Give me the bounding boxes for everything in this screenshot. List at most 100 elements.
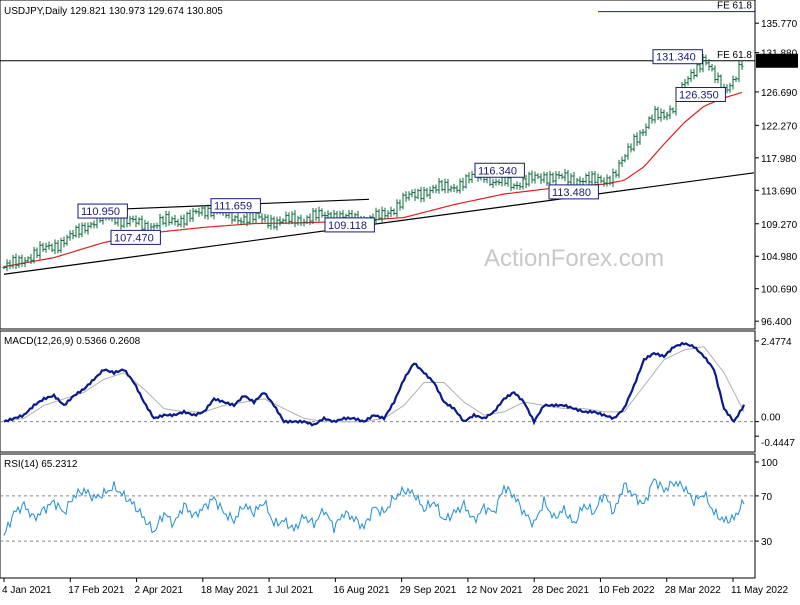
ohlc-bar [185, 211, 189, 226]
ohlc-bar [62, 236, 66, 248]
ohlc-bar [728, 82, 732, 93]
price-annotation-box [77, 203, 128, 219]
ohlc-bar [446, 179, 450, 194]
ohlc-bar [269, 214, 273, 230]
ohlc-bar [299, 214, 303, 227]
ohlc-bar [17, 255, 21, 268]
x-tick-label: 4 Jan 2021 [2, 585, 52, 596]
ohlc-bar [608, 175, 612, 186]
ohlc-bar [689, 69, 693, 82]
ohlc-bar [80, 222, 84, 238]
ohlc-bar [233, 215, 237, 222]
ohlc-bar [260, 213, 264, 223]
ohlc-bar [614, 169, 618, 178]
x-tick-label: 2 Apr 2021 [135, 585, 184, 596]
ohlc-bar [29, 254, 33, 265]
price-y-tick-label: 117.980 [761, 154, 797, 165]
ohlc-bar [578, 176, 582, 186]
price-y-tick-label: 109.270 [761, 220, 798, 231]
price-annotation-box [474, 162, 525, 178]
ohlc-bar [26, 256, 30, 263]
ohlc-bar [554, 171, 558, 185]
ohlc-bar [740, 60, 744, 70]
ohlc-bar [425, 187, 429, 198]
ohlc-bar [434, 184, 438, 194]
rsi-y-tick-label: 70 [761, 492, 773, 503]
price-annotation-box [110, 229, 161, 245]
ohlc-bar [386, 210, 390, 219]
ohlc-bar [533, 171, 537, 184]
ohlc-bar [521, 176, 525, 190]
macd-header: MACD(12,26,9) 0.5366 0.2608 [4, 336, 141, 347]
price-annotation-label: 107.470 [114, 232, 154, 244]
price-y-tick-label: 104.980 [761, 252, 798, 263]
ohlc-bar [197, 207, 201, 217]
ohlc-bar [557, 171, 561, 180]
ohlc-bar [53, 239, 57, 254]
ohlc-bar [389, 206, 393, 218]
ohlc-bar [587, 171, 591, 186]
ohlc-bar [242, 214, 246, 225]
ohlc-bar [701, 54, 705, 73]
ohlc-bar [380, 206, 384, 223]
ohlc-bar [293, 210, 297, 228]
ohlc-bar [515, 181, 519, 190]
x-tick-label: 18 May 2021 [201, 585, 259, 596]
ohlc-bar [467, 172, 471, 184]
ohlc-bar [584, 173, 588, 184]
ohlc-bar [38, 241, 42, 260]
ohlc-bar [404, 191, 408, 202]
ohlc-bar [716, 72, 720, 84]
rsi-panel [0, 453, 756, 579]
ohlc-bar [50, 243, 54, 253]
price-y-tick-label: 113.690 [761, 186, 797, 197]
ohlc-bar [611, 168, 615, 188]
ohlc-bar [641, 128, 645, 137]
ohlc-bar [152, 223, 156, 230]
ohlc-bar [410, 189, 414, 198]
ohlc-bar [173, 214, 177, 226]
ohlc-bar [35, 247, 39, 258]
price-annotation-label: 113.480 [552, 187, 591, 199]
ohlc-bar [518, 182, 522, 190]
price-annotation-box [652, 49, 703, 65]
ohlc-bar [179, 215, 183, 228]
rsi-line [3, 478, 745, 536]
macd-y-tick-label: 0.00 [761, 413, 781, 424]
ohlc-bar [407, 191, 411, 201]
ohlc-bar [377, 208, 381, 221]
ohlc-bar [632, 134, 636, 152]
ohlc-bar [671, 107, 675, 114]
ohlc-bar [170, 216, 174, 225]
ohlc-bar [314, 208, 318, 221]
rsi-layer [0, 478, 755, 542]
x-tick-label: 1 Jul 2021 [267, 585, 314, 596]
ohlc-bar [710, 64, 714, 72]
ohlc-bar [536, 173, 540, 179]
price-annotation-box [324, 217, 375, 233]
x-tick-label: 28 Dec 2021 [532, 585, 589, 596]
price-annotation: 111.659 [210, 198, 261, 214]
current-price-label: 130.805 [759, 57, 796, 68]
ohlc-bar [602, 177, 606, 187]
x-tick-label: 28 Mar 2022 [665, 585, 722, 596]
ohlc-bar [47, 241, 51, 250]
ohlc-bar [65, 234, 69, 246]
ohlc-bar [296, 215, 300, 226]
macd-y-tick-label: 2.4774 [761, 337, 792, 348]
ohlc-bar [236, 213, 240, 225]
ohlc-bar [647, 116, 651, 130]
price-annotation: 109.118 [324, 217, 375, 233]
ohlc-bar [128, 215, 132, 227]
price-annotation-label: 131.340 [656, 52, 696, 64]
ohlc-bar [14, 253, 18, 270]
ohlc-bar [653, 105, 657, 124]
price-annotation: 126.350 [675, 86, 726, 102]
price-annotation: 107.470 [110, 229, 161, 245]
price-y-tick-label: 100.690 [761, 285, 798, 296]
ohlc-bar [449, 185, 453, 193]
ohlc-bar [731, 75, 735, 90]
ohlc-bar [497, 179, 501, 186]
ohlc-bar [704, 54, 708, 66]
